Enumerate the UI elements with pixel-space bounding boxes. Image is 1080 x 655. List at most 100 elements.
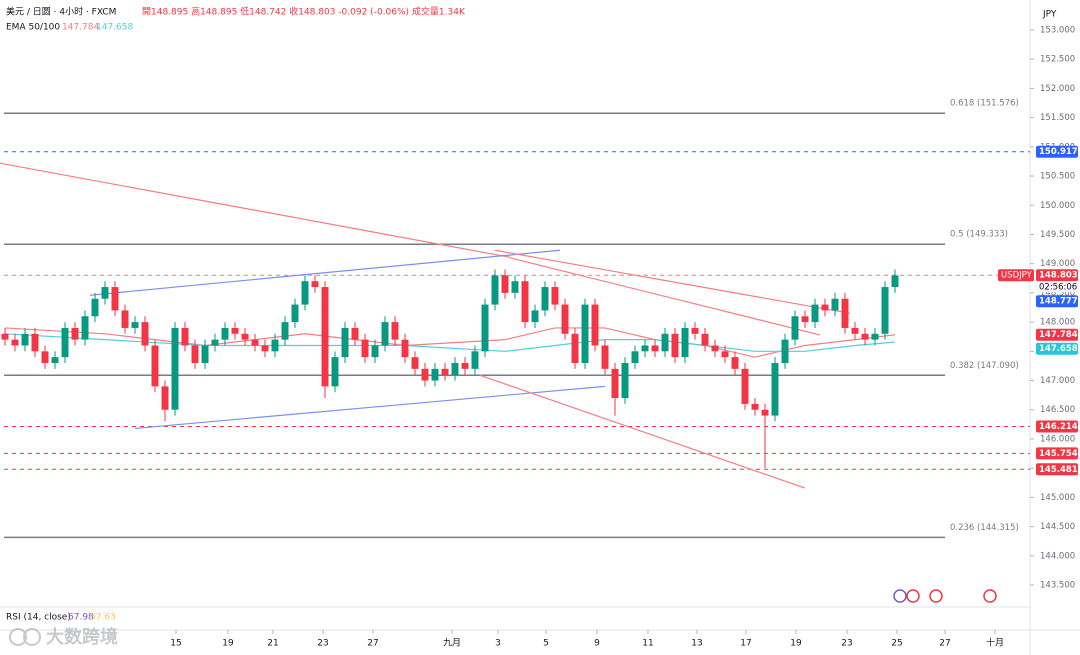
candle-body — [621, 363, 629, 399]
y-tick-label: 151.500 — [1040, 113, 1075, 123]
price-tag-label: 146.214 — [1039, 422, 1078, 432]
y-tick-label: 148.500 — [1040, 288, 1075, 298]
candle-body — [361, 339, 369, 358]
event-icon[interactable] — [929, 589, 943, 603]
x-tick-label: 3 — [495, 639, 501, 649]
candle-body — [561, 304, 569, 334]
candle-body — [771, 363, 779, 416]
countdown-label: 02:56:06 — [1039, 283, 1077, 293]
price-tag-label: 148.803 — [1039, 271, 1078, 281]
candle-body — [661, 333, 669, 352]
x-tick-label: 9 — [594, 639, 600, 649]
event-icon[interactable] — [983, 589, 997, 603]
candle-body — [1, 333, 9, 340]
price-tag — [1036, 145, 1078, 158]
candle-body — [421, 368, 429, 381]
candle-body — [11, 339, 19, 346]
y-tick-label: 152.500 — [1040, 55, 1075, 65]
watermark: 大数跨境 — [9, 626, 118, 648]
y-tick-label: 146.500 — [1040, 405, 1075, 415]
rsi-value: 57.63 — [90, 613, 116, 623]
candle-body — [111, 287, 119, 311]
x-tick-label: 5 — [543, 639, 549, 649]
symbol-tag — [998, 269, 1034, 282]
candle-body — [151, 345, 159, 387]
candle-body — [851, 327, 859, 334]
candle-body — [21, 333, 29, 346]
candle-body — [41, 351, 49, 363]
y-tick-label: 152.000 — [1040, 84, 1075, 94]
rsi-label: RSI (14, close) — [6, 613, 71, 623]
candle-body — [801, 316, 809, 323]
candle-body — [841, 298, 849, 328]
candle-body — [221, 327, 229, 340]
candle-body — [471, 351, 479, 369]
candle-body — [211, 339, 219, 346]
watermark-text: 大数跨境 — [46, 626, 118, 648]
price-tag — [1036, 420, 1078, 433]
ema-line — [4, 333, 896, 352]
candle-body — [871, 333, 879, 340]
candle-body — [381, 322, 389, 346]
x-tick-label: 十月 — [986, 637, 1004, 649]
candle-body — [741, 368, 749, 404]
candle-body — [91, 298, 99, 317]
watermark-logo — [23, 628, 41, 646]
candle-body — [191, 345, 199, 363]
price-tag — [1036, 342, 1078, 355]
candle-body — [591, 304, 599, 346]
y-tick-label: 150.000 — [1040, 201, 1075, 211]
candle-body — [481, 304, 489, 352]
candle-body — [691, 327, 699, 334]
y-tick-label: 147.000 — [1040, 376, 1075, 386]
candle-body — [321, 287, 329, 387]
candle-body — [701, 333, 709, 346]
x-tick-label: 21 — [267, 639, 278, 649]
price-tag-label: 147.658 — [1039, 344, 1078, 354]
candle-body — [611, 368, 619, 399]
candle-body — [261, 345, 269, 352]
candle-body — [61, 327, 69, 358]
event-icon[interactable] — [893, 589, 907, 603]
price-tag — [1036, 269, 1078, 282]
currency: JPY — [1042, 10, 1057, 20]
candle-body — [351, 327, 359, 340]
candle-body — [201, 345, 209, 363]
y-tick-label: 149.500 — [1040, 230, 1075, 240]
rsi-value: 67.98 — [68, 613, 94, 623]
y-tick-label: 149.000 — [1040, 259, 1075, 269]
price-tag-label: 148.777 — [1039, 297, 1078, 307]
event-icon[interactable] — [906, 589, 920, 603]
candle-body — [491, 275, 499, 305]
price-tag — [1036, 463, 1078, 476]
y-tick-label: 145.000 — [1040, 493, 1075, 503]
candle-body — [761, 409, 769, 416]
x-tick-label: 19 — [790, 639, 802, 649]
candle-body — [231, 327, 239, 334]
candle-body — [751, 403, 759, 410]
fib-label: 0.618 (151.576) — [950, 99, 1019, 109]
countdown-tag — [1036, 281, 1078, 293]
price-tag-label: 145.754 — [1039, 449, 1078, 459]
candle-body — [171, 327, 179, 410]
candle-body — [711, 345, 719, 352]
candle-body — [271, 339, 279, 352]
price-tag — [1036, 295, 1078, 308]
trendline — [479, 374, 806, 489]
candle-body — [501, 275, 509, 293]
candle-body — [371, 345, 379, 358]
candle-body — [301, 281, 309, 305]
candle-body — [331, 357, 339, 387]
candle-body — [671, 333, 679, 358]
x-tick-label: 15 — [170, 639, 181, 649]
candle-body — [71, 327, 79, 340]
ohlc-text: 開148.895 高148.895 低148.742 收148.803 -0.0… — [142, 6, 466, 18]
y-tick-label: 144.500 — [1040, 522, 1075, 532]
candle-body — [781, 339, 789, 363]
x-tick-label: 九月 — [443, 638, 461, 649]
x-tick-label: 19 — [222, 639, 234, 649]
candle-body — [141, 322, 149, 346]
candle-body — [681, 327, 689, 358]
fib-label: 0.236 (144.315) — [950, 523, 1019, 533]
